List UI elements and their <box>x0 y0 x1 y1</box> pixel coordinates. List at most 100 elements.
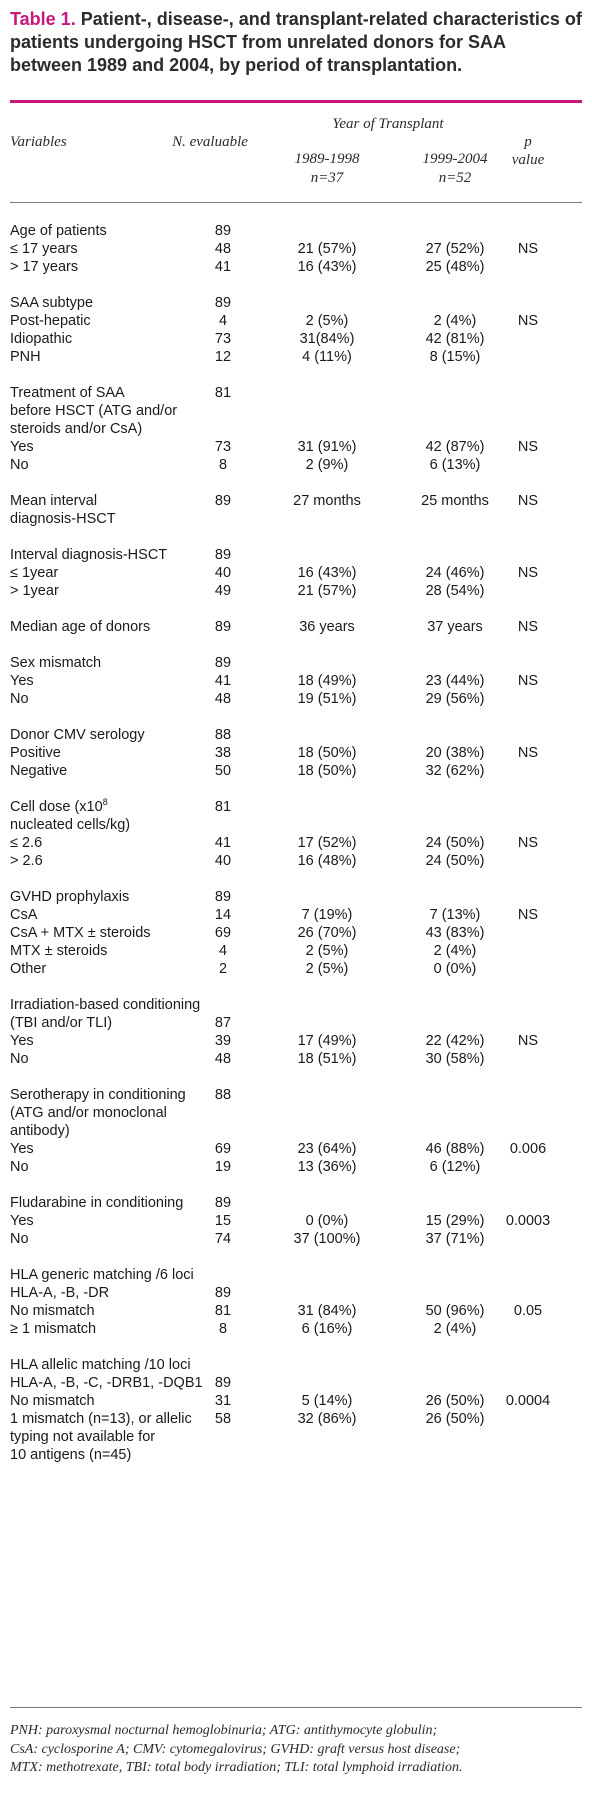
period-2-cell: 32 (62%) <box>425 763 485 779</box>
table-row: Treatment of SAA 81 <box>0 383 592 404</box>
n-evaluable-cell: 15 <box>214 1213 232 1229</box>
variable-cell: GVHD prophylaxis <box>10 889 130 905</box>
period-1-cell: 16 (43%) <box>297 565 357 581</box>
table-row: Serotherapy in conditioning 88 <box>0 1085 592 1106</box>
header-p-value-line1: p <box>524 134 532 150</box>
period-2-cell: 24 (46%) <box>425 565 485 581</box>
period-2-cell: 0 (0%) <box>433 961 477 977</box>
header-period-2: 1999-2004 <box>422 151 488 167</box>
variable-cell: HLA allelic matching /10 loci <box>10 1357 191 1373</box>
n-evaluable-cell: 19 <box>214 1159 232 1175</box>
period-1-cell: 5 (14%) <box>301 1393 353 1409</box>
n-evaluable-cell: 38 <box>214 745 232 761</box>
table-row: GVHD prophylaxis 89 <box>0 887 592 908</box>
n-evaluable-cell: 48 <box>214 691 232 707</box>
period-1-cell: 17 (49%) <box>297 1033 357 1049</box>
n-evaluable-cell: 40 <box>214 853 232 869</box>
p-value-cell: NS <box>517 907 539 923</box>
n-evaluable-cell: 88 <box>214 727 232 743</box>
period-2-cell: 23 (44%) <box>425 673 485 689</box>
header-period-1-n: n=37 <box>310 170 344 186</box>
variable-cell: HLA generic matching /6 loci <box>10 1267 194 1283</box>
table-row: Sex mismatch 89 <box>0 653 592 674</box>
table-row: Mean interval 89 27 months 25 months NS <box>0 491 592 512</box>
period-1-cell: 21 (57%) <box>297 241 357 257</box>
n-evaluable-cell: 14 <box>214 907 232 923</box>
variable-cell: > 17 years <box>10 259 79 275</box>
table-row: Median age of donors 89 36 years 37 years NS <box>0 617 592 638</box>
p-value-cell: NS <box>517 439 539 455</box>
period-2-cell: 24 (50%) <box>425 835 485 851</box>
variable-cell: No <box>10 457 29 473</box>
table-row: HLA allelic matching /10 loci <box>0 1355 592 1376</box>
table-row: before HSCT (ATG and/or <box>0 401 592 422</box>
variable-cell: Other <box>10 961 47 977</box>
table-label: Table 1. <box>10 9 76 29</box>
period-1-cell: 2 (5%) <box>305 961 349 977</box>
variable-cell: > 1year <box>10 583 59 599</box>
variable-cell: PNH <box>10 349 41 365</box>
table-row: No 19 13 (36%) 6 (12%) <box>0 1157 592 1178</box>
p-value-cell: NS <box>517 619 539 635</box>
table-caption-text: Patient-, disease-, and transplant-relat… <box>10 9 582 75</box>
header-year-of-transplant: Year of Transplant <box>332 116 444 132</box>
n-evaluable-cell: 89 <box>214 655 232 671</box>
variable-cell: Yes <box>10 439 34 455</box>
n-evaluable-cell: 89 <box>214 1285 232 1301</box>
variable-cell: typing not available for <box>10 1429 156 1445</box>
period-1-cell: 18 (50%) <box>297 745 357 761</box>
variable-cell: No mismatch <box>10 1393 95 1409</box>
period-1-cell: 36 years <box>299 619 355 635</box>
table-row: Irradiation-based conditioning <box>0 995 592 1016</box>
variable-cell: Serotherapy in conditioning <box>10 1087 186 1103</box>
n-evaluable-cell: 81 <box>214 799 232 815</box>
variable-cell: CsA <box>10 907 38 923</box>
n-evaluable-cell: 89 <box>214 493 232 509</box>
table-row: HLA-A, -B, -C, -DRB1, -DQB1 89 <box>0 1373 592 1394</box>
n-evaluable-cell: 41 <box>214 673 232 689</box>
variable-cell: Yes <box>10 1141 34 1157</box>
n-evaluable-cell: 31 <box>214 1393 232 1409</box>
n-evaluable-cell: 81 <box>214 1303 232 1319</box>
p-value-cell: 0.05 <box>513 1303 543 1319</box>
table-row: (ATG and/or monoclonal <box>0 1103 592 1124</box>
period-1-cell: 27 months <box>293 493 361 509</box>
n-evaluable-cell: 4 <box>218 943 228 959</box>
variable-cell: Cell dose (x108 <box>10 797 108 815</box>
variable-cell: diagnosis-HSCT <box>10 511 116 527</box>
period-2-cell: 6 (12%) <box>429 1159 481 1175</box>
p-value-cell: NS <box>517 565 539 581</box>
p-value-cell: NS <box>517 313 539 329</box>
footnote-line: PNH: paroxysmal nocturnal hemoglobinuria… <box>10 1723 438 1738</box>
period-2-cell: 25 months <box>421 493 489 509</box>
table-row: (TBI and/or TLI) 87 <box>0 1013 592 1034</box>
variable-cell: 1 mismatch (n=13), or allelic <box>10 1411 192 1427</box>
variable-cell: before HSCT (ATG and/or <box>10 403 178 419</box>
table-footnote: PNH: paroxysmal nocturnal hemoglobinuria… <box>10 1722 585 1778</box>
table-row: antibody) <box>0 1121 592 1142</box>
superscript: 8 <box>102 797 108 808</box>
table-row: diagnosis-HSCT <box>0 509 592 530</box>
n-evaluable-cell: 88 <box>214 1087 232 1103</box>
variable-cell: Mean interval <box>10 493 98 509</box>
variable-cell: ≤ 2.6 <box>10 835 43 851</box>
period-2-cell: 7 (13%) <box>429 907 481 923</box>
period-1-cell: 37 (100%) <box>293 1231 361 1247</box>
footnote-line: MTX: methotrexate, TBI: total body irrad… <box>10 1760 463 1775</box>
table-caption: Table 1. Patient-, disease-, and transpl… <box>10 8 582 77</box>
n-evaluable-cell: 41 <box>214 259 232 275</box>
n-evaluable-cell: 87 <box>214 1015 232 1031</box>
n-evaluable-cell: 89 <box>214 889 232 905</box>
table-row: ≤ 1year 40 16 (43%) 24 (46%) NS <box>0 563 592 584</box>
table-row: ≤ 17 years 48 21 (57%) 27 (52%) NS <box>0 239 592 260</box>
period-1-cell: 31 (91%) <box>297 439 357 455</box>
period-2-cell: 20 (38%) <box>425 745 485 761</box>
period-2-cell: 37 (71%) <box>425 1231 485 1247</box>
period-2-cell: 46 (88%) <box>425 1141 485 1157</box>
n-evaluable-cell: 89 <box>214 1375 232 1391</box>
variable-cell: No mismatch <box>10 1303 95 1319</box>
n-evaluable-cell: 48 <box>214 1051 232 1067</box>
n-evaluable-cell: 81 <box>214 385 232 401</box>
footnote-line: CsA: cyclosporine A; CMV: cytomegaloviru… <box>10 1741 461 1757</box>
